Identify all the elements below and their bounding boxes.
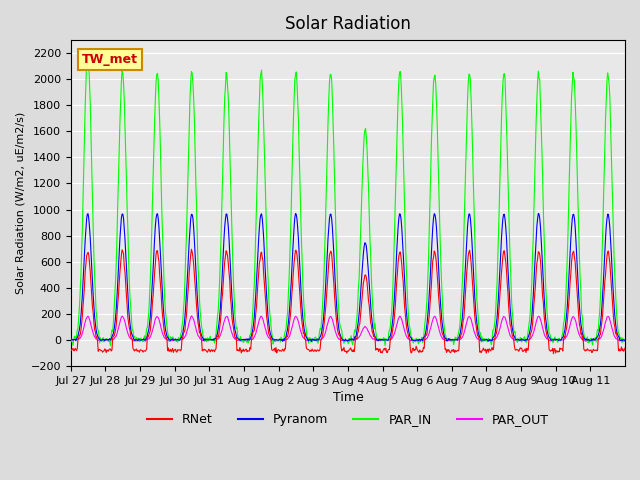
X-axis label: Time: Time xyxy=(333,391,364,404)
Y-axis label: Solar Radiation (W/m2, uE/m2/s): Solar Radiation (W/m2, uE/m2/s) xyxy=(15,112,25,294)
Text: TW_met: TW_met xyxy=(82,53,138,66)
Title: Solar Radiation: Solar Radiation xyxy=(285,15,411,33)
Legend: RNet, Pyranom, PAR_IN, PAR_OUT: RNet, Pyranom, PAR_IN, PAR_OUT xyxy=(142,408,554,432)
